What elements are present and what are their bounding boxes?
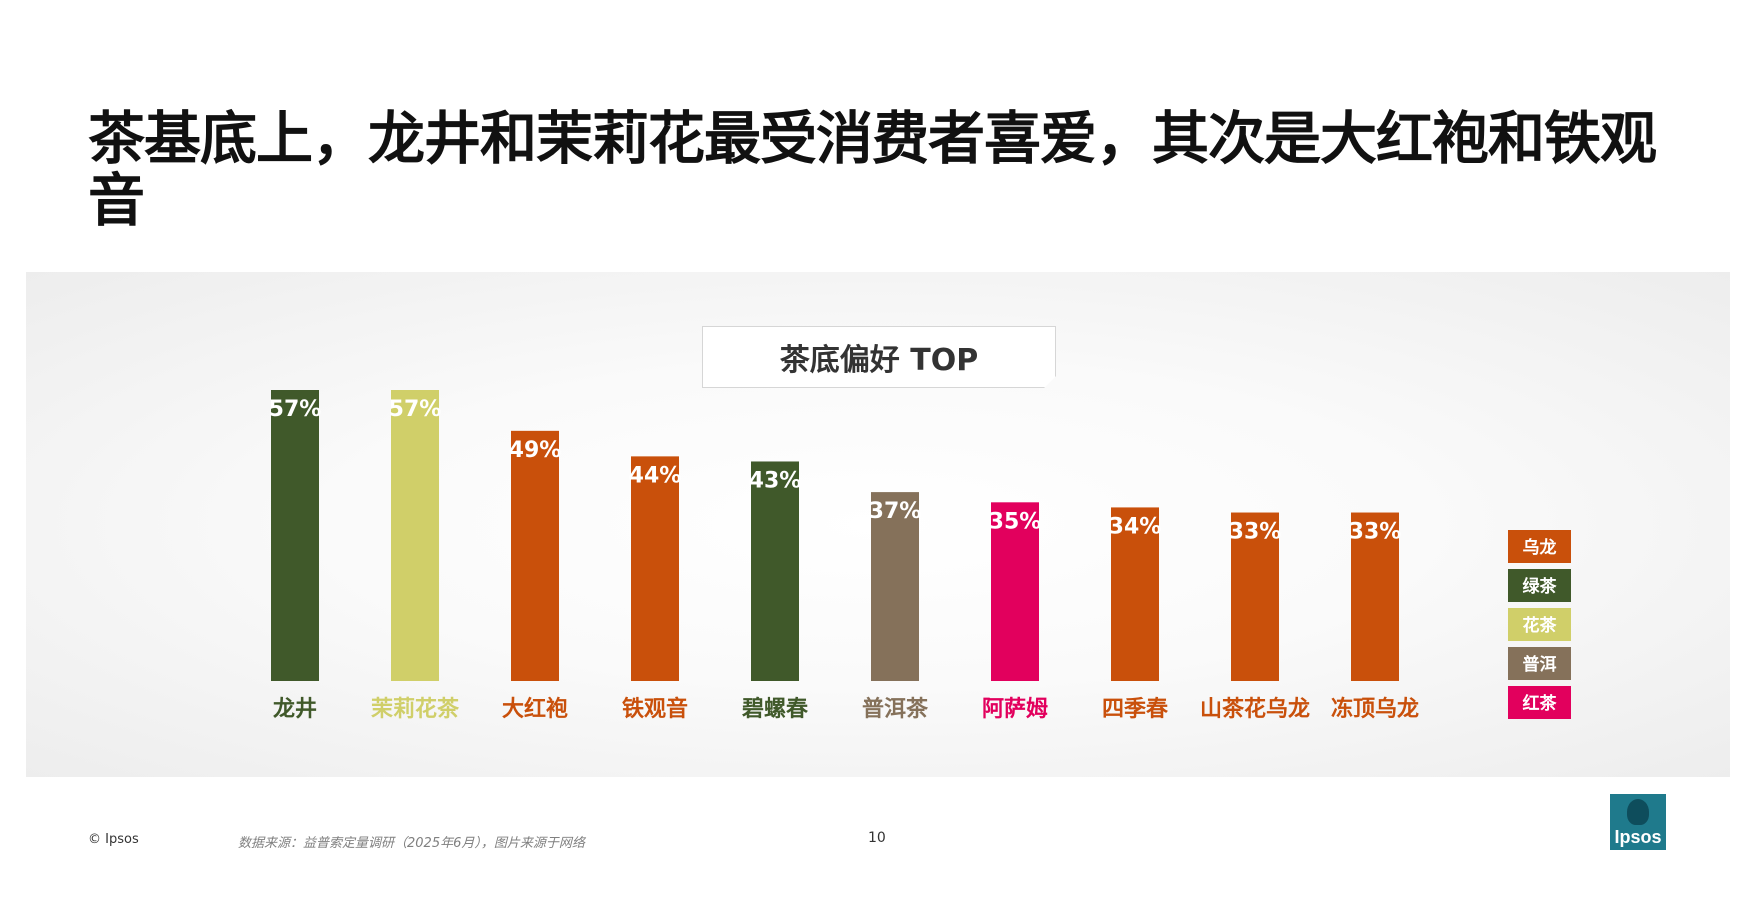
bar-2 <box>391 390 439 681</box>
legend-label-5: 红茶 <box>1523 693 1558 714</box>
legend-label-3: 花茶 <box>1523 615 1558 636</box>
bar-6 <box>871 492 919 681</box>
bars-layer: 57% 龙井 57% 茉莉花茶 49% 大红袍 44% 铁观音 43% 碧螺春 37% 普洱茶 35% 阿… <box>269 390 1419 722</box>
ipsos-logo-icon: Ipsos <box>1610 794 1666 850</box>
bar-9 <box>1231 512 1279 681</box>
bar-value-label-10: 33% <box>1349 520 1402 545</box>
legend-label-4: 普洱 <box>1523 654 1557 675</box>
category-label-7: 阿萨姆 <box>982 696 1048 722</box>
category-label-5: 碧螺春 <box>741 696 808 722</box>
footer-source: 数据来源：益普索定量调研（2025年6月），图片来源于网络 <box>238 836 585 851</box>
category-label-2: 茉莉花茶 <box>371 696 460 722</box>
chart-title: 茶底偏好 TOP <box>779 343 979 378</box>
bar-value-label-9: 33% <box>1229 520 1282 545</box>
bar-value-label-6: 37% <box>869 499 922 524</box>
bar-value-label-3: 49% <box>509 438 562 463</box>
legend-label-2: 绿茶 <box>1523 576 1558 597</box>
bar-5 <box>751 461 799 681</box>
ipsos-logo-text: Ipsos <box>1614 827 1662 847</box>
legend-label-1: 乌龙 <box>1523 537 1557 558</box>
category-label-9: 山茶花乌龙 <box>1200 696 1310 722</box>
bar-4 <box>631 456 679 681</box>
bar-value-label-4: 44% <box>629 463 682 488</box>
bar-1 <box>271 390 319 681</box>
category-label-4: 铁观音 <box>622 696 688 722</box>
page-number: 10 <box>868 830 886 846</box>
bar-value-label-8: 34% <box>1109 514 1162 539</box>
chart-title-box: 茶底偏好 TOP <box>702 326 1056 388</box>
bar-value-label-5: 43% <box>749 468 802 493</box>
legend-swatch-5 <box>1508 686 1571 719</box>
bar-7 <box>991 502 1039 681</box>
ipsos-logo-mark <box>1627 799 1649 825</box>
bar-10 <box>1351 512 1399 681</box>
footer-copyright: © Ipsos <box>88 832 139 847</box>
category-label-3: 大红袍 <box>502 696 568 722</box>
legend-swatch-1 <box>1508 530 1571 563</box>
category-label-8: 四季春 <box>1102 697 1168 722</box>
category-label-1: 龙井 <box>273 697 317 722</box>
legend-swatch-2 <box>1508 569 1571 602</box>
legend-swatch-3 <box>1508 608 1571 641</box>
category-label-6: 普洱茶 <box>862 696 929 722</box>
bar-value-label-7: 35% <box>989 509 1042 534</box>
bar-value-label-2: 57% <box>389 397 442 422</box>
legend-swatch-4 <box>1508 647 1571 680</box>
slide-title: 茶基底上，龙井和茉莉花最受消费者喜爱，其次是大红袍和铁观音 <box>88 106 1657 234</box>
bar-3 <box>511 430 559 681</box>
category-label-10: 冻顶乌龙 <box>1331 696 1419 722</box>
bar-value-label-1: 57% <box>269 397 322 422</box>
bar-8 <box>1111 507 1159 681</box>
